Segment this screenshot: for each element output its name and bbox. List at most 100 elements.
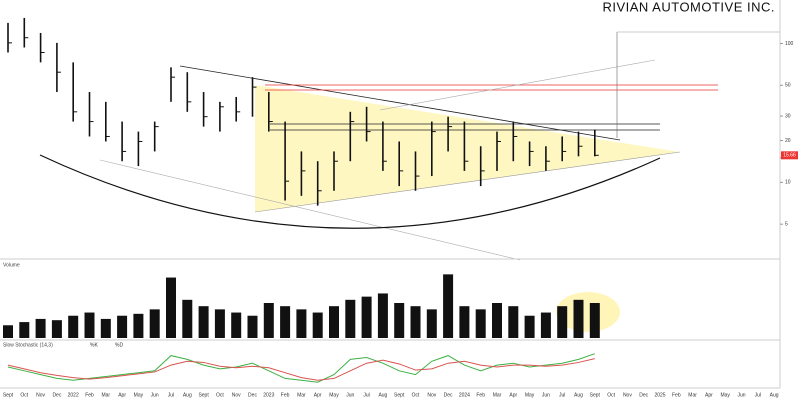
volume-bar [280,306,291,338]
volume-bar [84,312,95,338]
stoch-line [7,353,595,383]
volume-bar [573,299,584,338]
x-tick-label: Nov [623,392,632,398]
volume-bar [524,315,535,338]
x-tick-label: Dec [248,392,257,398]
y-tick-label: 30 [785,113,791,119]
volume-bar [68,315,79,338]
volume-bar [394,303,405,338]
legend-label: %K [90,342,98,348]
volume-bar [540,312,551,338]
volume-bar [329,306,339,338]
x-tick-label: Aug [574,392,583,398]
volume-bar [410,306,421,338]
x-tick-label: Jul [559,392,565,398]
y-tick-label: 10 [785,180,791,186]
x-tick-label: Apr [118,392,126,398]
x-tick-label: Mar [297,392,306,398]
x-tick-label: Aug [770,392,779,398]
volume-bar [117,315,128,338]
x-tick-label: 2025 [654,392,665,398]
x-tick-label: Jun [346,392,354,398]
decorations [0,0,781,389]
volume-bar [475,309,486,338]
volume-bar [426,309,437,338]
volume-bar [377,293,388,338]
x-tick-label: Oct [607,392,615,398]
x-tick-label: May [329,392,339,398]
panel-label: Volume [3,262,20,268]
x-tick-label: Sept [3,392,14,398]
y-tick-label: 50 [785,83,791,89]
volume-bar [19,322,30,338]
volume-bar [100,318,111,338]
x-tick-label: Nov [427,392,436,398]
x-tick-label: Jun [542,392,550,398]
x-tick-label: Jul [168,392,174,398]
x-tick-label: Sept [198,392,209,398]
volume-bar [459,306,470,338]
x-tick-label: 2023 [263,392,274,398]
volume-bar [263,303,274,338]
legend-label: %D [115,342,123,348]
x-tick-label: Apr [509,392,517,398]
x-tick-label: Jul [363,392,369,398]
y-tick-label: 100 [785,41,794,47]
volume-bar [166,277,176,338]
volume-bar [133,313,144,338]
volume-bar [508,306,519,338]
volume-bar [492,303,502,338]
triangle-pattern [255,85,680,212]
volume-bar [231,312,242,338]
volume-bar [361,296,372,338]
x-tick-label: Mar [101,392,110,398]
channel-line [99,159,521,261]
x-tick-label: Sept [394,392,405,398]
volume-bar [557,306,568,338]
x-tick-label: May [134,392,144,398]
volume-bar [182,299,193,338]
x-tick-label: Feb [85,392,94,398]
panel-label: Slow Stochastic (14,3) [3,342,53,348]
last-price-tag [781,151,798,160]
cup-arc [39,154,661,229]
volume-bar [3,325,13,338]
channel-line [379,59,656,111]
volume-bar [312,312,323,338]
x-tick-label: Aug [378,392,387,398]
volume-bar [247,315,258,338]
volume-bar [589,303,600,338]
volume-bar [35,318,46,338]
y-tick-label: 20 [785,138,791,144]
volume-bar [149,309,160,338]
volume-bar [296,309,307,338]
last-price-label: 15.66 [783,153,796,159]
x-tick-label: May [720,392,730,398]
volume-bar [345,299,356,338]
x-tick-label: Feb [281,392,290,398]
x-tick-label: Dec [639,392,648,398]
x-tick-label: Oct [216,392,224,398]
x-tick-label: Apr [314,392,322,398]
x-tick-label: Feb [672,392,681,398]
y-tick-label: 5 [785,222,788,228]
x-tick-label: May [525,392,535,398]
x-tick-label: Feb [476,392,485,398]
stoch-line [7,358,595,381]
x-tick-label: Nov [232,392,241,398]
x-tick-label: Jun [151,392,159,398]
x-tick-label: Aug [183,392,192,398]
x-tick-label: Nov [36,392,45,398]
trend-line [179,65,621,141]
volume-highlight [556,292,620,332]
volume-bar [214,309,225,338]
x-tick-label: Jul [755,392,761,398]
x-tick-label: Dec [444,392,453,398]
x-tick-label: Mar [688,392,697,398]
x-tick-label: 2022 [68,392,79,398]
x-tick-label: Oct [412,392,420,398]
chart-title: RIVIAN AUTOMOTIVE INC. [602,0,775,14]
x-tick-label: Mar [493,392,502,398]
